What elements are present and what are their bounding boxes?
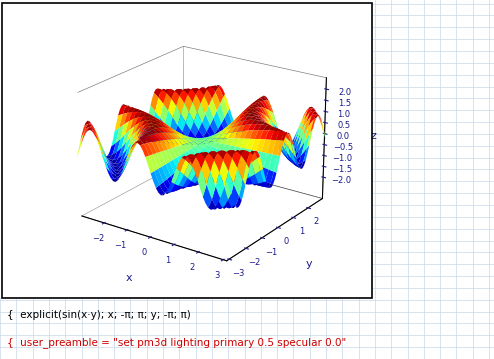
Text: {  user_preamble = "set pm3d lighting primary 0.5 specular 0.0": { user_preamble = "set pm3d lighting pri…	[7, 337, 347, 348]
Text: {  explicit(sin(x·y); x; -π; π; y; -π; π): { explicit(sin(x·y); x; -π; π; y; -π; π)	[7, 310, 191, 320]
Y-axis label: y: y	[305, 259, 312, 269]
X-axis label: x: x	[125, 273, 132, 283]
